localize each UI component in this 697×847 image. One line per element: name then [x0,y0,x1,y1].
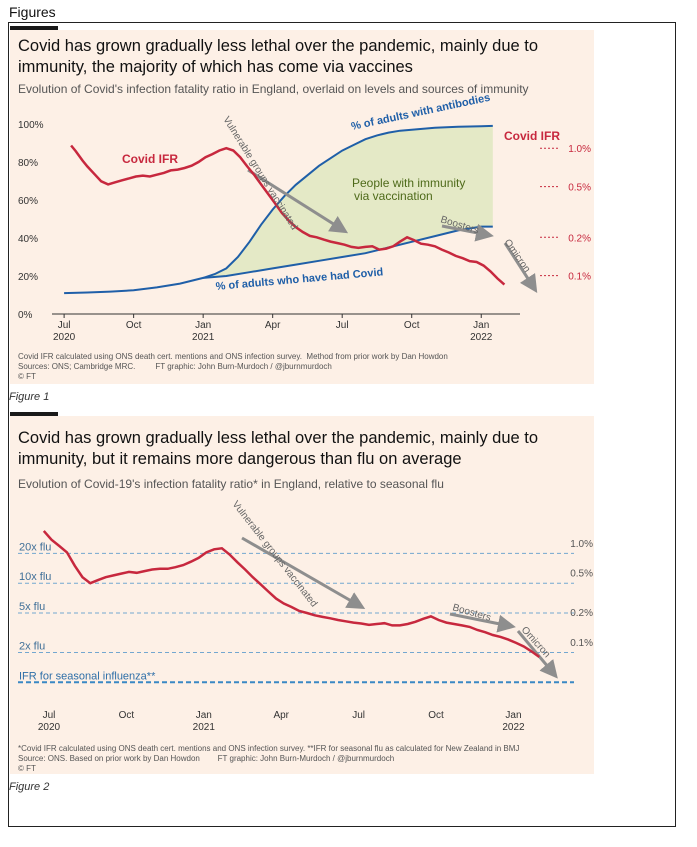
vulnerable-vaccinated-label-2: Vulnerable groups vaccinated [230,499,320,609]
had-covid-line [203,225,493,279]
figure1-caption: Figure 1 [9,391,50,403]
flu-multiple-label: 20x flu [19,541,51,553]
vaccination-arrow [247,168,349,234]
left-axis-tick-label: 40% [18,234,38,245]
antibodies-line [64,124,493,295]
covid-ifr-line-2 [42,530,541,659]
left-axis-tick-label: 80% [18,158,38,169]
x-axis-year-label-2: 2020 [38,722,61,733]
figure2-panel: Covid has grown gradually less lethal ov… [10,416,594,774]
x-axis-tick-label-2: Jul [352,710,365,721]
figure2-notes: *Covid IFR calculated using ONS death ce… [18,744,519,774]
right-axis-tick-label-2: 1.0% [570,539,593,550]
x-axis-tick-label: Apr [265,320,281,331]
x-axis-tick-label: Jul [336,320,349,331]
x-axis-year-label-2: 2022 [502,722,525,733]
figure2-title-line2: immunity, but it remains more dangerous … [18,450,462,468]
right-axis-tick-label: 1.0% [568,144,591,155]
figure1-notes: Covid IFR calculated using ONS death cer… [18,352,448,382]
seasonal-flu-label: IFR for seasonal influenza** [19,670,156,682]
covid-ifr-axis-title: Covid IFR [504,129,560,143]
x-axis-tick-label: Jul [58,320,71,331]
flu-multiple-label: 5x flu [19,601,45,613]
right-axis-tick-label-2: 0.2% [570,608,593,619]
vaccination-immunity-area [203,125,493,278]
boosters-arrow-2 [449,612,516,633]
x-axis-tick-label-2: Apr [273,710,289,721]
figure2-subtitle: Evolution of Covid-19's infection fatali… [18,477,444,491]
boosters-label-2: Boosters [451,602,492,623]
document-heading: Figures [9,4,56,20]
document-frame [8,22,676,827]
left-axis-tick-label: 100% [18,120,44,131]
vulnerable-vaccinated-label: Vulnerable groups vaccinated [220,115,299,232]
covid-ifr-line [70,144,506,286]
figure2-title-line1: Covid has grown gradually less lethal ov… [18,429,539,447]
right-axis-tick-label-2: 0.1% [570,638,593,649]
immunity-label-line2: via vaccination [354,189,433,203]
x-axis-tick-label-2: Jan [505,710,521,721]
omicron-arrow-2 [516,630,558,679]
right-axis-tick-label: 0.2% [568,233,591,244]
figure1-note-line2: Sources: ONS; Cambridge MRC. FT graphic:… [18,362,332,371]
x-axis-tick-label: Jan [195,320,211,331]
x-axis-tick-label: Oct [126,320,142,331]
right-axis-tick-label: 0.5% [568,183,591,194]
x-axis-year-label: 2022 [470,332,493,343]
figure1-title-line2: immunity, the majority of which has come… [18,58,413,76]
left-axis-tick-label: 60% [18,196,38,207]
figure2-note-line2: Source: ONS. Based on prior work by Dan … [18,754,395,763]
x-axis-tick-label: Jan [473,320,489,331]
boosters-arrow [441,223,494,242]
x-axis-tick-label-2: Jan [196,710,212,721]
x-axis-tick-label-2: Jul [43,710,56,721]
x-axis-year-label: 2020 [53,332,76,343]
right-axis-tick-label-2: 0.5% [570,569,593,580]
covid-ifr-inline-label: Covid IFR [122,152,178,166]
x-axis-year-label: 2021 [192,332,215,343]
figure1-subtitle: Evolution of Covid's infection fatality … [18,82,529,96]
omicron-label: Omicron [502,237,533,274]
figure2-chart: 20x flu 10x flu 5x flu 2x flu IFR for season… [18,499,593,733]
right-axis-tick-label: 0.1% [568,272,591,283]
vaccination-arrow-2 [241,536,366,609]
left-axis-tick-label: 0% [18,310,33,321]
figure1-note-line1: Covid IFR calculated using ONS death cer… [18,352,448,361]
figure2-caption: Figure 2 [9,781,50,793]
x-axis-tick-label: Oct [404,320,420,331]
figure2-title: Covid has grown gradually less lethal ov… [18,428,538,470]
x-axis-year-label-2: 2021 [193,722,216,733]
figure2-note-line3: © FT [18,764,36,773]
omicron-arrow [503,242,538,294]
figure2-note-line1: *Covid IFR calculated using ONS death ce… [18,744,520,753]
immunity-label-line1: People with immunity [352,176,465,190]
flu-multiple-label: 10x flu [19,571,51,583]
x-axis-tick-label-2: Oct [119,710,135,721]
figure1-title: Covid has grown gradually less lethal ov… [18,36,538,78]
figure1-note-line3: © FT [18,372,36,381]
figure1-panel: Covid has grown gradually less lethal ov… [10,30,594,384]
left-axis-tick-label: 20% [18,272,38,283]
figure1-title-line1: Covid has grown gradually less lethal ov… [18,37,539,55]
figure1-chart: 0%20%40%60%80%100%1.0%0.5%0.2%0.1%Jul202… [18,92,591,343]
x-axis-tick-label-2: Oct [428,710,444,721]
figure2-top-bar [10,412,58,416]
figure1-top-bar [10,26,58,30]
flu-multiple-label: 2x flu [19,640,45,652]
